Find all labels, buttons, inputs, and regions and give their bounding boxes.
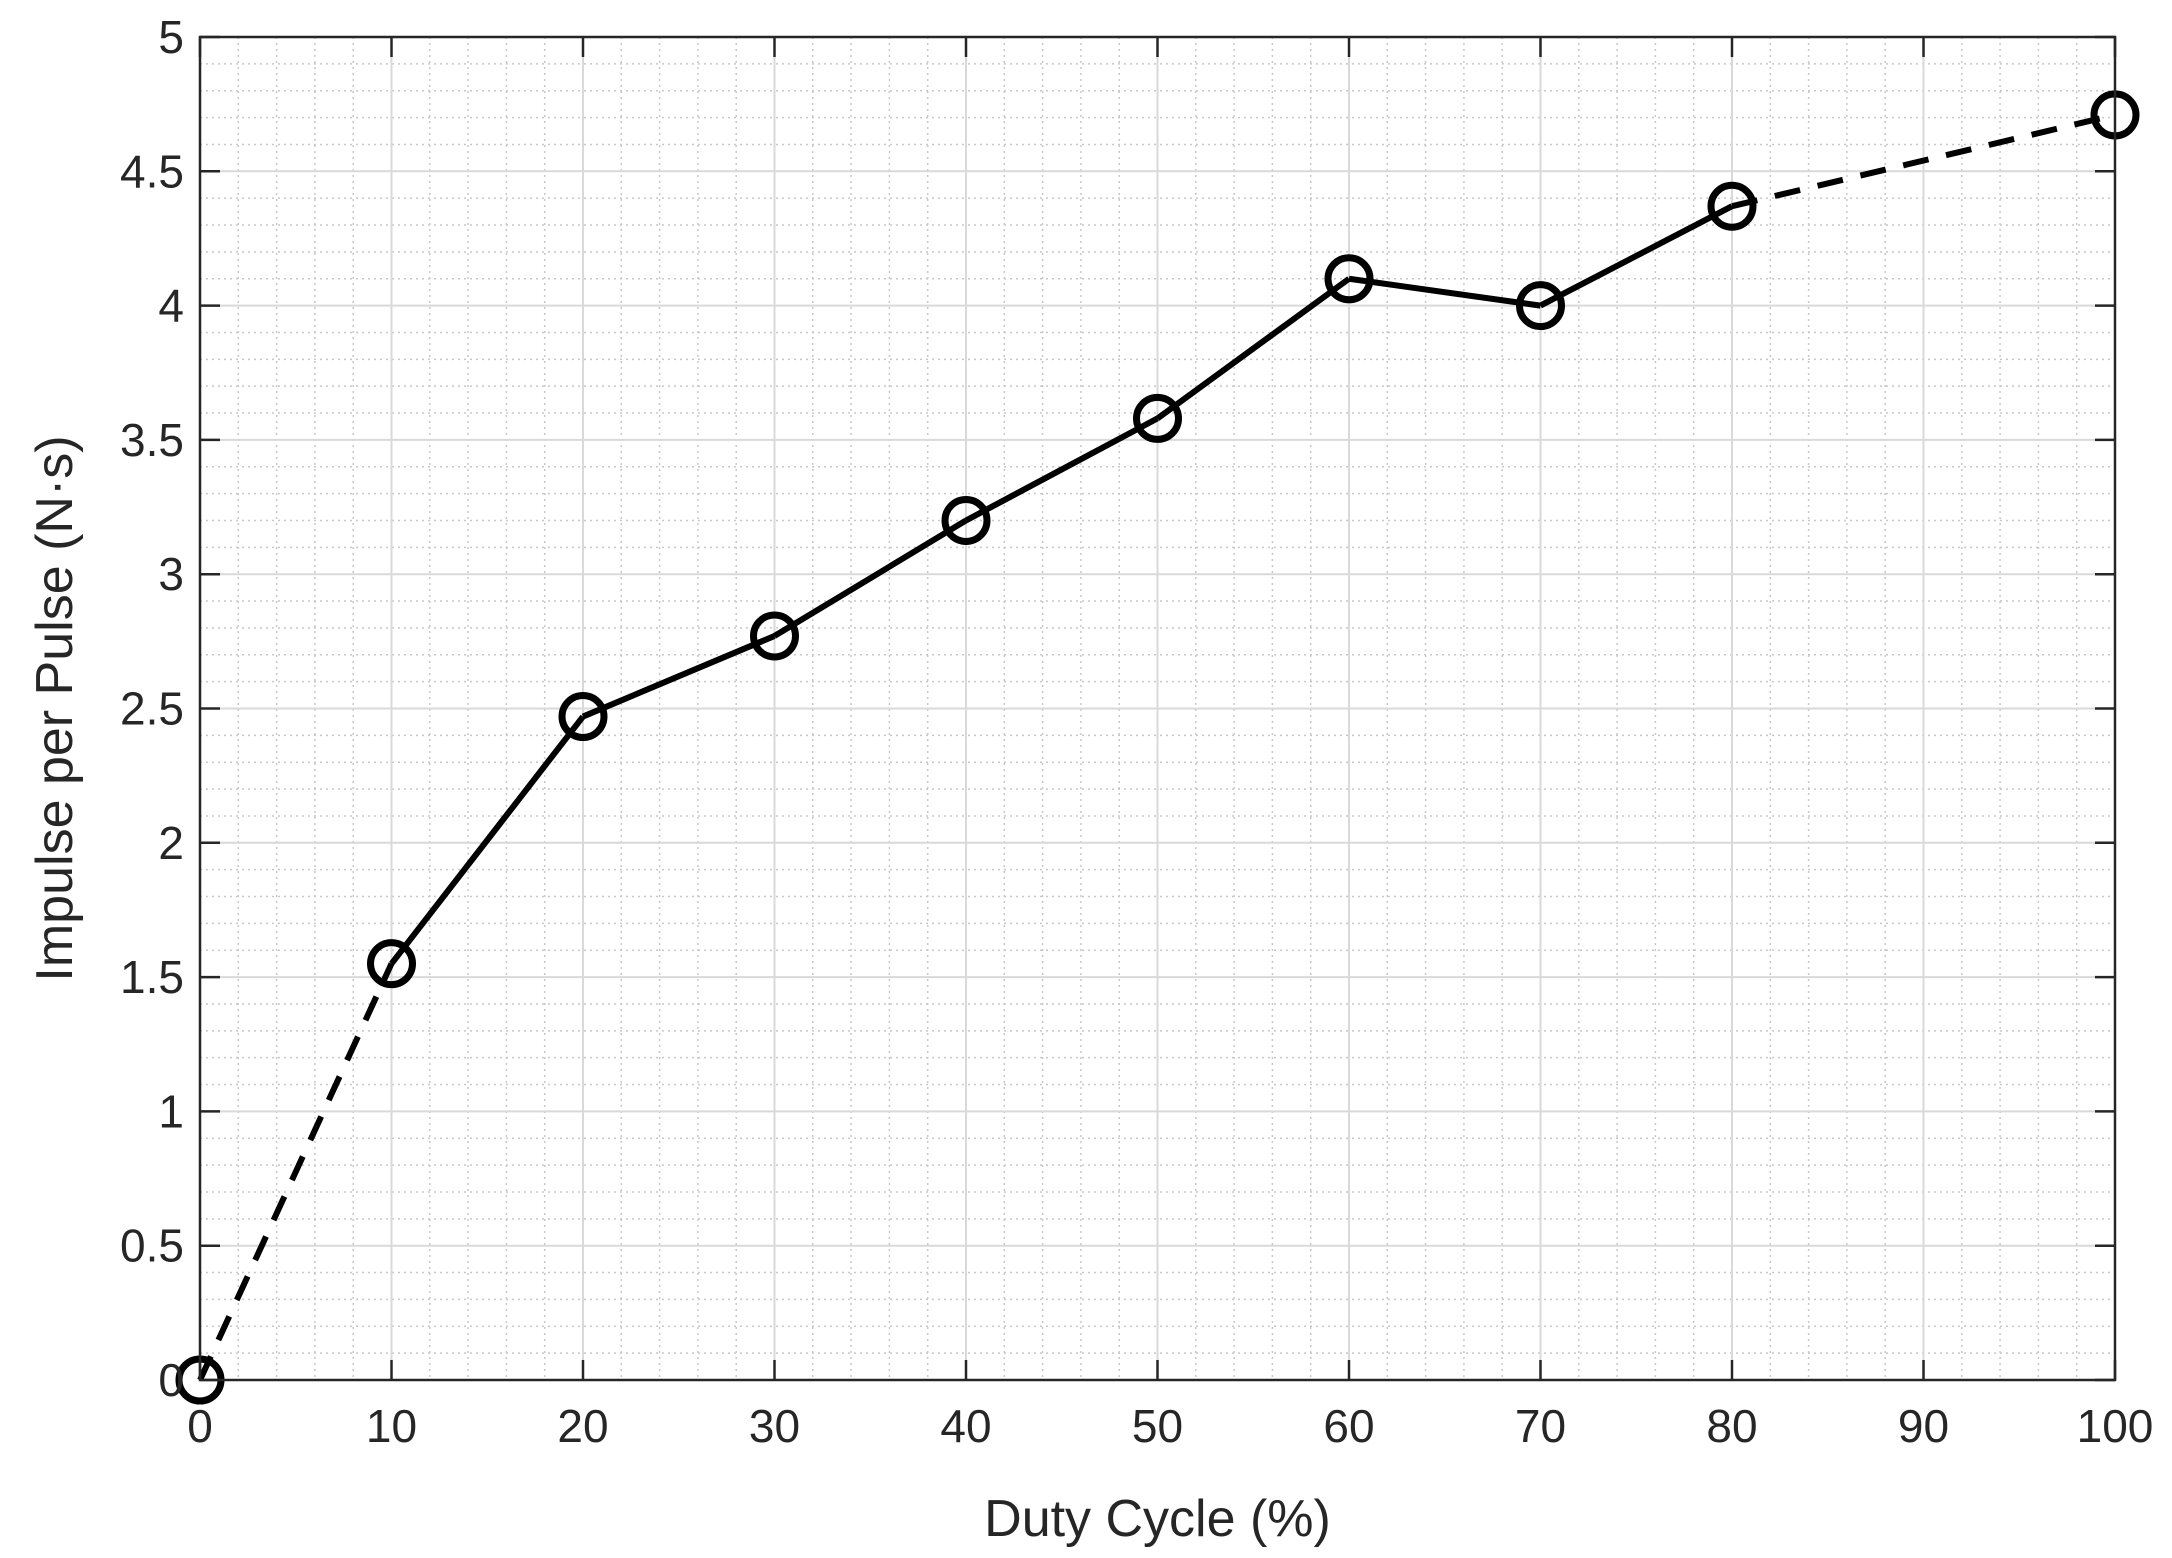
series-segment — [197, 962, 395, 1382]
y-tick-labels: 0 0.5 1 1.5 2 2.5 3 3.5 4 4.5 5 — [120, 11, 184, 1406]
x-tick-label: 80 — [1706, 1400, 1757, 1452]
x-tick-label: 50 — [1132, 1400, 1183, 1452]
series-segment — [1348, 275, 1541, 309]
x-tick-labels: 0 10 20 30 40 50 60 70 80 90 100 — [187, 1400, 2153, 1452]
y-tick-label: 4 — [158, 280, 184, 332]
data-point-marker — [1133, 393, 1182, 443]
series-segment — [1539, 203, 1734, 309]
y-tick-label: 4.5 — [120, 145, 184, 197]
series-segment — [389, 714, 586, 966]
series-segment — [1731, 111, 2116, 210]
x-axis-label: Duty Cycle (%) — [984, 1490, 1331, 1548]
data-point-marker — [1707, 181, 1757, 231]
series-markers — [175, 90, 2140, 1405]
minor-grid — [200, 37, 2115, 1380]
x-tick-label: 70 — [1515, 1400, 1566, 1452]
data-point-marker — [1516, 281, 1565, 331]
data-point-marker — [367, 939, 416, 989]
series-segment — [1155, 276, 1351, 421]
ticks — [198, 35, 2117, 1382]
y-tick-label: 0 — [158, 1354, 184, 1406]
y-tick-label: 2 — [158, 817, 184, 869]
y-tick-label: 1 — [158, 1085, 184, 1137]
x-tick-label: 100 — [2077, 1400, 2154, 1452]
data-point-marker — [941, 495, 991, 545]
y-tick-label: 2.5 — [120, 683, 184, 735]
x-tick-label: 10 — [366, 1400, 417, 1452]
x-tick-label: 30 — [749, 1400, 800, 1452]
y-tick-label: 0.5 — [120, 1220, 184, 1272]
data-point-marker — [558, 692, 608, 742]
x-tick-label: 90 — [1898, 1400, 1949, 1452]
y-tick-label: 3.5 — [120, 414, 184, 466]
x-tick-label: 60 — [1323, 1400, 1374, 1452]
x-tick-label: 40 — [940, 1400, 991, 1452]
y-tick-label: 3 — [158, 548, 184, 600]
y-tick-label: 5 — [158, 11, 184, 63]
series-lines — [197, 111, 2116, 1382]
series-segment — [772, 517, 968, 639]
y-axis-label: Impulse per Pulse (N·s) — [26, 435, 84, 981]
x-tick-label: 20 — [557, 1400, 608, 1452]
data-point-marker — [750, 611, 799, 661]
series-segment — [964, 415, 1159, 524]
y-tick-label: 1.5 — [120, 951, 184, 1003]
series-segment — [581, 633, 776, 720]
data-point-marker — [1324, 254, 1374, 304]
x-tick-label: 0 — [187, 1400, 213, 1452]
